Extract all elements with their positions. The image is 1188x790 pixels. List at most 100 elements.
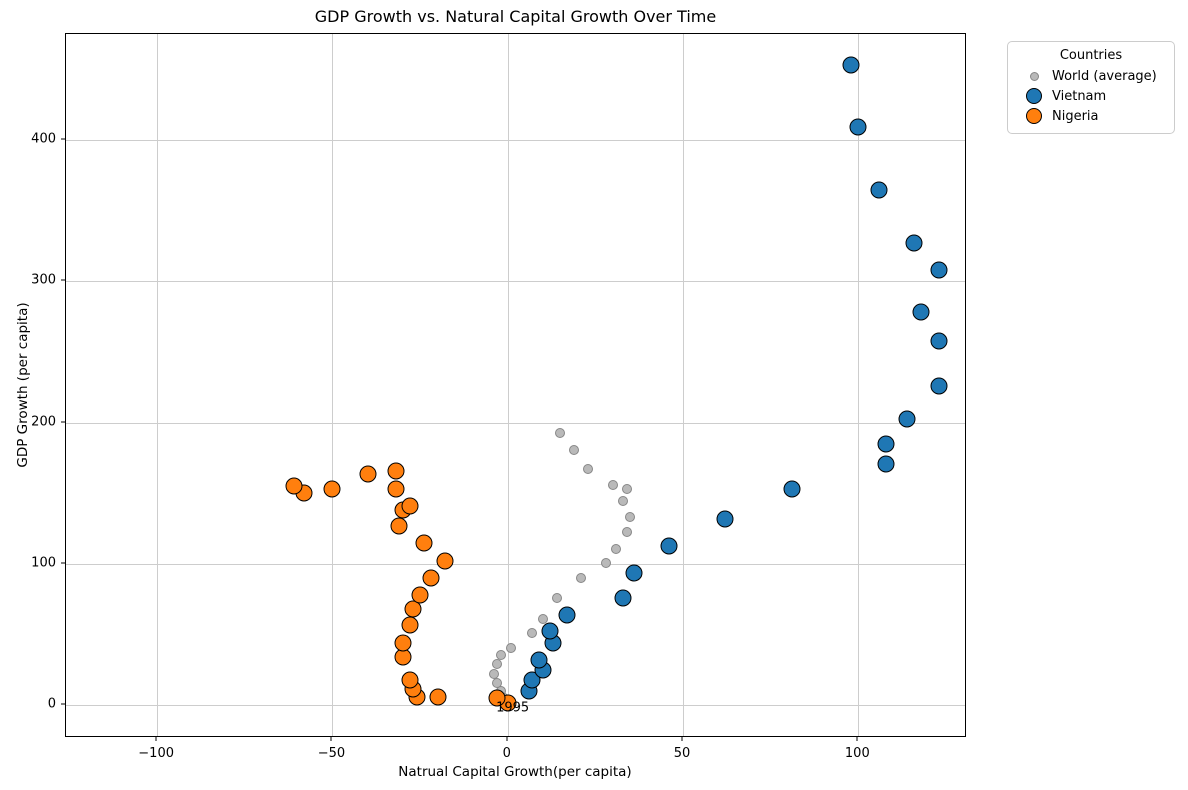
x-tick-label: 50 [673, 746, 691, 761]
points-layer [66, 34, 965, 736]
data-point-world-average [527, 628, 538, 639]
data-point-vietnam [930, 261, 948, 279]
data-point-nigeria [411, 586, 429, 604]
y-gridline [66, 564, 965, 566]
data-point-vietnam [898, 410, 916, 427]
y-gridline [66, 140, 965, 142]
legend: Countries World (average) Vietnam Nigeri… [1007, 41, 1175, 134]
x-tick-mark [856, 737, 858, 741]
x-gridline [507, 34, 509, 736]
data-point-world-average [600, 557, 611, 568]
data-point-nigeria [401, 616, 419, 634]
data-point-world-average [569, 444, 580, 455]
legend-item-nigeria: Nigeria [1016, 106, 1166, 126]
data-point-world-average [607, 479, 618, 490]
legend-item-vietnam: Vietnam [1016, 86, 1166, 106]
data-point-vietnam [877, 455, 895, 473]
y-axis-label: GDP Growth (per capita) [15, 302, 31, 468]
x-tick-label: 0 [502, 746, 511, 761]
data-point-world-average [611, 543, 622, 554]
y-tick-mark [61, 279, 65, 281]
data-point-world-average [621, 526, 632, 537]
data-point-vietnam [842, 56, 860, 74]
y-tick-mark [61, 562, 65, 564]
world-average-marker-icon [1029, 71, 1039, 81]
data-point-vietnam [930, 332, 948, 350]
data-point-world-average [551, 593, 562, 604]
nigeria-marker-icon [1026, 108, 1042, 124]
y-tick-label: 300 [31, 272, 56, 288]
plot-area: 1995 [65, 33, 966, 737]
data-point-nigeria [401, 497, 419, 515]
y-tick-label: 0 [47, 696, 56, 712]
data-point-world-average [583, 464, 594, 475]
data-point-world-average [618, 495, 629, 506]
data-point-world-average [576, 573, 587, 584]
x-tick-label: −50 [317, 746, 346, 761]
data-point-vietnam [541, 622, 559, 640]
data-point-vietnam [783, 480, 801, 498]
data-point-vietnam [614, 589, 632, 607]
data-point-nigeria [422, 569, 440, 587]
data-point-nigeria [359, 465, 376, 483]
data-point-vietnam [849, 118, 867, 136]
data-point-vietnam [877, 435, 895, 453]
data-point-nigeria [323, 480, 341, 498]
data-point-nigeria [394, 634, 412, 652]
data-point-world-average [555, 427, 566, 438]
data-point-world-average [625, 512, 636, 523]
data-point-vietnam [530, 651, 548, 669]
data-point-vietnam [870, 181, 888, 198]
data-point-vietnam [625, 564, 643, 582]
data-point-world-average [506, 642, 517, 653]
data-point-nigeria [404, 600, 422, 618]
chart-title: GDP Growth vs. Natural Capital Growth Ov… [314, 7, 717, 26]
data-point-nigeria [387, 462, 405, 480]
data-point-nigeria [429, 688, 447, 706]
x-gridline [858, 34, 860, 736]
legend-label-nigeria: Nigeria [1052, 108, 1099, 124]
y-tick-mark [61, 421, 65, 423]
data-point-world-average [621, 484, 632, 495]
data-point-nigeria [436, 552, 454, 570]
y-gridline [66, 422, 965, 424]
data-point-nigeria [401, 671, 419, 689]
y-tick-label: 100 [31, 555, 56, 571]
x-gridline [683, 34, 685, 736]
x-tick-label: −100 [138, 746, 174, 761]
data-point-world-average [492, 659, 503, 670]
y-tick-label: 400 [31, 131, 56, 147]
legend-item-world-average: World (average) [1016, 66, 1166, 86]
y-gridline [66, 281, 965, 283]
x-gridline [157, 34, 159, 736]
data-point-vietnam [558, 606, 576, 624]
x-tick-mark [330, 737, 332, 741]
vietnam-marker-icon [1026, 88, 1042, 104]
legend-title: Countries [1059, 48, 1123, 63]
y-tick-mark [61, 138, 65, 140]
data-point-vietnam [660, 537, 678, 555]
data-point-vietnam [912, 303, 930, 321]
x-tick-mark [155, 737, 157, 741]
legend-label-world-average: World (average) [1052, 68, 1157, 84]
legend-label-vietnam: Vietnam [1052, 88, 1107, 104]
data-point-vietnam [716, 510, 734, 528]
x-gridline [332, 34, 334, 736]
data-point-nigeria [415, 534, 433, 552]
x-axis-label: Natrual Capital Growth(per capita) [398, 764, 632, 780]
data-point-world-average [495, 649, 506, 660]
data-point-nigeria [285, 477, 303, 495]
x-tick-mark [506, 737, 508, 741]
data-point-nigeria [387, 480, 405, 498]
y-tick-mark [61, 703, 65, 705]
x-tick-mark [681, 737, 683, 741]
data-point-vietnam [930, 377, 948, 395]
data-point-nigeria [488, 689, 506, 707]
data-point-nigeria [390, 517, 408, 535]
x-tick-label: 100 [844, 746, 870, 761]
data-point-world-average [492, 677, 503, 688]
y-tick-label: 200 [31, 414, 56, 430]
annotation-1995: 1995 [496, 700, 530, 716]
data-point-vietnam [905, 234, 923, 252]
